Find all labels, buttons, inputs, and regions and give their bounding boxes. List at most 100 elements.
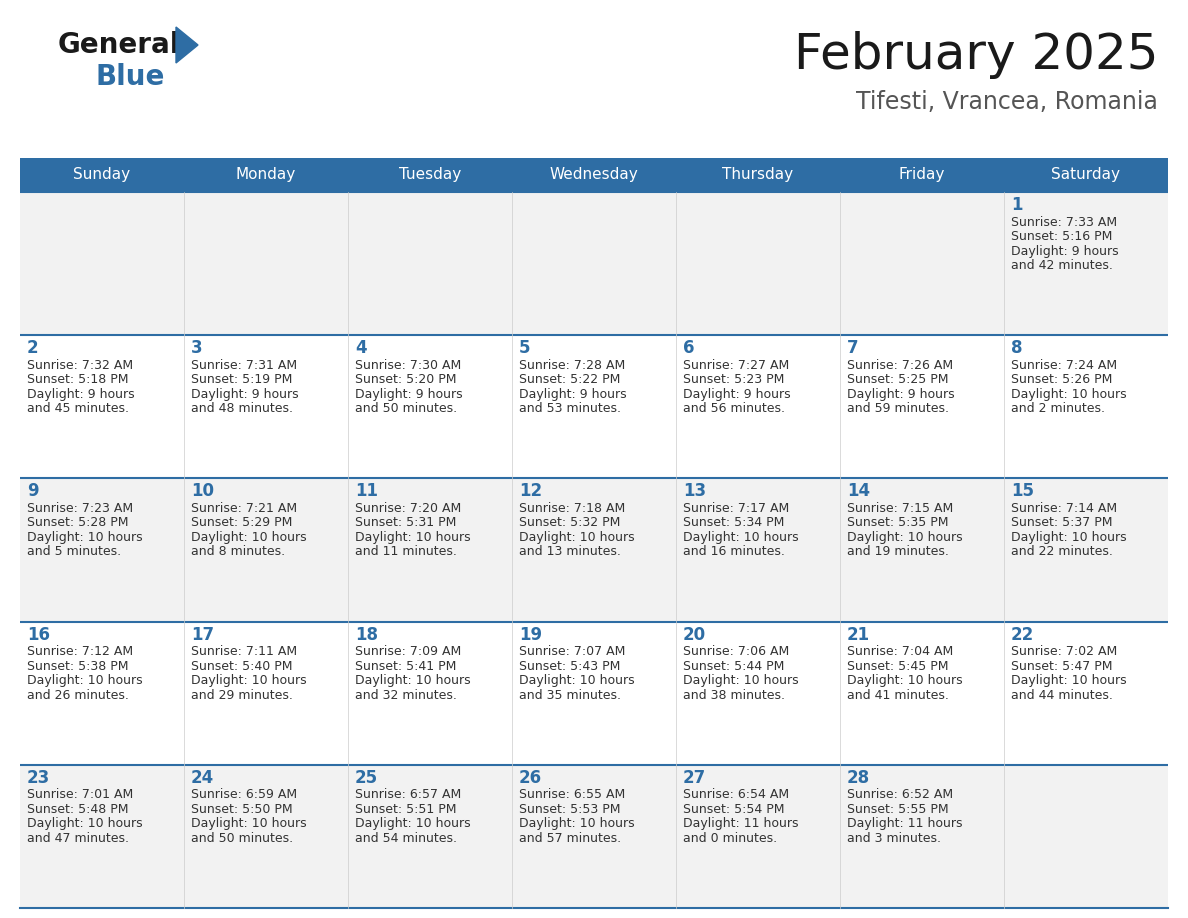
Text: Daylight: 11 hours: Daylight: 11 hours xyxy=(683,817,798,830)
Text: Sunset: 5:45 PM: Sunset: 5:45 PM xyxy=(847,660,948,673)
Text: 7: 7 xyxy=(847,339,859,357)
Text: Sunrise: 7:04 AM: Sunrise: 7:04 AM xyxy=(847,645,953,658)
Text: 20: 20 xyxy=(683,625,706,644)
Text: Sunset: 5:18 PM: Sunset: 5:18 PM xyxy=(27,374,128,386)
Text: Daylight: 10 hours: Daylight: 10 hours xyxy=(27,674,143,687)
Text: Blue: Blue xyxy=(96,63,165,91)
Text: and 5 minutes.: and 5 minutes. xyxy=(27,545,121,558)
Text: 6: 6 xyxy=(683,339,695,357)
Text: Daylight: 9 hours: Daylight: 9 hours xyxy=(191,387,298,400)
Text: Sunrise: 7:28 AM: Sunrise: 7:28 AM xyxy=(519,359,625,372)
Text: Daylight: 10 hours: Daylight: 10 hours xyxy=(27,531,143,543)
Text: and 57 minutes.: and 57 minutes. xyxy=(519,832,621,845)
Text: 21: 21 xyxy=(847,625,870,644)
Text: and 38 minutes.: and 38 minutes. xyxy=(683,688,785,701)
Text: Sunrise: 7:27 AM: Sunrise: 7:27 AM xyxy=(683,359,789,372)
Text: General: General xyxy=(58,31,181,59)
Text: Sunset: 5:32 PM: Sunset: 5:32 PM xyxy=(519,517,620,530)
Text: Daylight: 9 hours: Daylight: 9 hours xyxy=(1011,244,1119,258)
Text: 5: 5 xyxy=(519,339,531,357)
Text: Sunset: 5:44 PM: Sunset: 5:44 PM xyxy=(683,660,784,673)
Text: and 8 minutes.: and 8 minutes. xyxy=(191,545,285,558)
Text: Daylight: 10 hours: Daylight: 10 hours xyxy=(519,531,634,543)
Text: Sunrise: 7:09 AM: Sunrise: 7:09 AM xyxy=(355,645,461,658)
Text: 25: 25 xyxy=(355,768,378,787)
Text: 28: 28 xyxy=(847,768,870,787)
Text: Sunrise: 7:33 AM: Sunrise: 7:33 AM xyxy=(1011,216,1117,229)
Text: Tuesday: Tuesday xyxy=(399,167,461,183)
Text: Thursday: Thursday xyxy=(722,167,794,183)
Text: Sunrise: 7:31 AM: Sunrise: 7:31 AM xyxy=(191,359,297,372)
Text: Sunset: 5:50 PM: Sunset: 5:50 PM xyxy=(191,803,292,816)
Text: 27: 27 xyxy=(683,768,706,787)
Text: Daylight: 11 hours: Daylight: 11 hours xyxy=(847,817,962,830)
Text: Sunrise: 7:11 AM: Sunrise: 7:11 AM xyxy=(191,645,297,658)
Text: and 47 minutes.: and 47 minutes. xyxy=(27,832,129,845)
Text: 14: 14 xyxy=(847,482,870,500)
Text: and 42 minutes.: and 42 minutes. xyxy=(1011,259,1113,272)
Text: Daylight: 10 hours: Daylight: 10 hours xyxy=(191,817,307,830)
Text: Sunset: 5:54 PM: Sunset: 5:54 PM xyxy=(683,803,784,816)
Text: and 48 minutes.: and 48 minutes. xyxy=(191,402,293,415)
Text: Sunrise: 7:18 AM: Sunrise: 7:18 AM xyxy=(519,502,625,515)
Text: 11: 11 xyxy=(355,482,378,500)
Text: Sunset: 5:31 PM: Sunset: 5:31 PM xyxy=(355,517,456,530)
Text: and 13 minutes.: and 13 minutes. xyxy=(519,545,621,558)
Text: Sunset: 5:51 PM: Sunset: 5:51 PM xyxy=(355,803,456,816)
Text: Sunrise: 7:32 AM: Sunrise: 7:32 AM xyxy=(27,359,133,372)
Text: Daylight: 10 hours: Daylight: 10 hours xyxy=(27,817,143,830)
Text: Sunrise: 7:02 AM: Sunrise: 7:02 AM xyxy=(1011,645,1117,658)
Text: 24: 24 xyxy=(191,768,214,787)
Text: and 2 minutes.: and 2 minutes. xyxy=(1011,402,1105,415)
Text: Daylight: 10 hours: Daylight: 10 hours xyxy=(519,817,634,830)
Text: Sunset: 5:55 PM: Sunset: 5:55 PM xyxy=(847,803,949,816)
Text: Daylight: 10 hours: Daylight: 10 hours xyxy=(847,531,962,543)
Text: Daylight: 10 hours: Daylight: 10 hours xyxy=(683,531,798,543)
Text: Daylight: 10 hours: Daylight: 10 hours xyxy=(1011,674,1126,687)
Text: and 50 minutes.: and 50 minutes. xyxy=(355,402,457,415)
Text: Sunset: 5:40 PM: Sunset: 5:40 PM xyxy=(191,660,292,673)
Text: Daylight: 10 hours: Daylight: 10 hours xyxy=(355,817,470,830)
Text: 26: 26 xyxy=(519,768,542,787)
Text: and 56 minutes.: and 56 minutes. xyxy=(683,402,785,415)
Text: 4: 4 xyxy=(355,339,367,357)
Text: and 59 minutes.: and 59 minutes. xyxy=(847,402,949,415)
Text: 18: 18 xyxy=(355,625,378,644)
Text: Tifesti, Vrancea, Romania: Tifesti, Vrancea, Romania xyxy=(857,90,1158,114)
Text: 12: 12 xyxy=(519,482,542,500)
Text: Sunrise: 6:54 AM: Sunrise: 6:54 AM xyxy=(683,789,789,801)
Bar xyxy=(20,621,1168,765)
Text: Sunrise: 7:12 AM: Sunrise: 7:12 AM xyxy=(27,645,133,658)
Bar xyxy=(20,335,1168,478)
Text: Sunset: 5:26 PM: Sunset: 5:26 PM xyxy=(1011,374,1112,386)
Text: Sunset: 5:35 PM: Sunset: 5:35 PM xyxy=(847,517,948,530)
Text: 3: 3 xyxy=(191,339,203,357)
Text: Sunset: 5:16 PM: Sunset: 5:16 PM xyxy=(1011,230,1112,243)
Text: and 35 minutes.: and 35 minutes. xyxy=(519,688,621,701)
Text: Daylight: 10 hours: Daylight: 10 hours xyxy=(683,674,798,687)
Text: and 19 minutes.: and 19 minutes. xyxy=(847,545,949,558)
Text: and 32 minutes.: and 32 minutes. xyxy=(355,688,457,701)
Text: 22: 22 xyxy=(1011,625,1035,644)
Text: Sunset: 5:37 PM: Sunset: 5:37 PM xyxy=(1011,517,1112,530)
Text: and 26 minutes.: and 26 minutes. xyxy=(27,688,128,701)
Text: 23: 23 xyxy=(27,768,50,787)
Text: Sunset: 5:29 PM: Sunset: 5:29 PM xyxy=(191,517,292,530)
Bar xyxy=(20,478,1168,621)
Text: Sunset: 5:53 PM: Sunset: 5:53 PM xyxy=(519,803,620,816)
Text: Friday: Friday xyxy=(899,167,946,183)
Text: 8: 8 xyxy=(1011,339,1023,357)
Text: 15: 15 xyxy=(1011,482,1034,500)
Text: Sunset: 5:28 PM: Sunset: 5:28 PM xyxy=(27,517,128,530)
Text: Daylight: 10 hours: Daylight: 10 hours xyxy=(519,674,634,687)
Text: 9: 9 xyxy=(27,482,39,500)
Text: Sunrise: 7:06 AM: Sunrise: 7:06 AM xyxy=(683,645,789,658)
Text: and 0 minutes.: and 0 minutes. xyxy=(683,832,777,845)
Text: Sunrise: 7:15 AM: Sunrise: 7:15 AM xyxy=(847,502,953,515)
Text: Daylight: 10 hours: Daylight: 10 hours xyxy=(355,674,470,687)
Text: Sunrise: 7:17 AM: Sunrise: 7:17 AM xyxy=(683,502,789,515)
Text: and 54 minutes.: and 54 minutes. xyxy=(355,832,457,845)
Text: Sunrise: 7:14 AM: Sunrise: 7:14 AM xyxy=(1011,502,1117,515)
Text: Sunset: 5:22 PM: Sunset: 5:22 PM xyxy=(519,374,620,386)
Text: and 45 minutes.: and 45 minutes. xyxy=(27,402,129,415)
